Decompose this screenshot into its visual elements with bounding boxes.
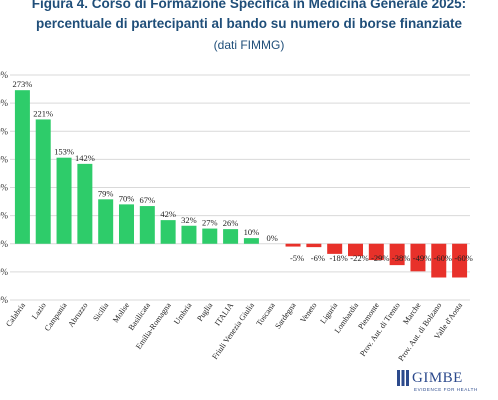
- y-tick-label: -50%: [0, 267, 8, 277]
- bar: [139, 206, 155, 244]
- bar: [368, 243, 384, 261]
- bar: [285, 243, 301, 247]
- chart-title-line-1: Figura 4. Corso di Formazione Specifica …: [31, 0, 467, 11]
- x-category-label: Sicilia: [91, 301, 110, 323]
- value-label: 26%: [223, 218, 239, 228]
- bar: [348, 243, 363, 257]
- gimbe-logo-name: GIMBE: [412, 370, 463, 386]
- y-tick-label: 50%: [0, 211, 9, 221]
- value-label: 0%: [267, 233, 278, 243]
- bar: [77, 163, 93, 244]
- chart-subtitle: (dati FIMMG): [213, 38, 285, 52]
- value-label: 42%: [160, 209, 176, 219]
- y-tick-label: 150%: [0, 154, 9, 164]
- x-category-label: Umbria: [172, 301, 194, 327]
- x-category-label: Molise: [111, 301, 131, 325]
- bar: [452, 243, 468, 278]
- x-category-label: Prov. Aut. di Trento: [358, 301, 402, 358]
- x-category-label: Abruzzo: [66, 301, 89, 329]
- y-tick-label: 300%: [0, 70, 9, 80]
- bar: [389, 243, 405, 266]
- bar: [243, 238, 259, 244]
- value-label: 67%: [140, 195, 156, 205]
- gimbe-logo-tagline: EVIDENCE FOR HEALTH: [414, 387, 478, 392]
- x-category-label: Marche: [401, 301, 423, 327]
- value-label: 273%: [12, 79, 32, 89]
- x-category-label: Friuli Venezia Giulia: [210, 301, 256, 361]
- bar: [160, 220, 176, 244]
- bar: [306, 243, 322, 248]
- grid-lines: [10, 74, 470, 301]
- value-label: -18%: [329, 253, 347, 263]
- bar: [35, 119, 51, 244]
- value-label: 70%: [119, 193, 135, 203]
- y-tick-label: 100%: [0, 183, 9, 193]
- value-label: -29%: [371, 253, 389, 263]
- value-label: -5%: [290, 253, 304, 263]
- value-labels: 273% 221% 153%142% 79% 70% 67% 42% 32% 27% 26% 10%…: [12, 79, 472, 263]
- value-label: -60%: [434, 253, 452, 263]
- bar: [410, 243, 426, 272]
- y-tick-label: 250%: [0, 98, 9, 108]
- value-label: -49%: [413, 253, 431, 263]
- bar: [56, 157, 72, 244]
- value-label: 221%: [33, 108, 53, 118]
- gimbe-logo: GIMBE EVIDENCE FOR HEALTH: [396, 366, 496, 396]
- bar: [431, 243, 447, 278]
- gimbe-logo-mark-icon: [397, 370, 409, 386]
- bar: [181, 225, 197, 244]
- x-category-label: Sardegna: [273, 301, 298, 331]
- value-label: -38%: [392, 253, 410, 263]
- y-axis-tick-labels: -100% -50% 0% 50% 100% 150% 200% 250% 300%: [0, 70, 9, 305]
- chart-title-line-2: percentuale di partecipanti al bando su …: [35, 16, 463, 31]
- y-tick-label: 0%: [0, 239, 9, 249]
- bar: [327, 243, 343, 254]
- bar: [223, 229, 239, 244]
- value-label: -6%: [311, 253, 325, 263]
- value-label: -60%: [454, 253, 472, 263]
- x-category-label: Lazio: [30, 301, 48, 321]
- x-category-label: Veneto: [298, 301, 318, 324]
- value-label: 142%: [75, 153, 95, 163]
- x-category-label: Puglia: [195, 301, 214, 323]
- value-label: 10%: [244, 227, 260, 237]
- bar: [14, 90, 30, 244]
- value-label: 27%: [202, 218, 218, 228]
- bars: [14, 90, 468, 278]
- bar: [98, 199, 114, 244]
- y-tick-label: 200%: [0, 126, 9, 136]
- value-label: -22%: [350, 253, 368, 263]
- x-category-label: Liguria: [318, 301, 339, 326]
- value-label: 153%: [54, 147, 74, 157]
- bar: [119, 204, 134, 244]
- bar: [202, 228, 218, 244]
- y-tick-label: -100%: [0, 295, 8, 305]
- value-label: 32%: [181, 215, 197, 225]
- value-label: 79%: [98, 188, 114, 198]
